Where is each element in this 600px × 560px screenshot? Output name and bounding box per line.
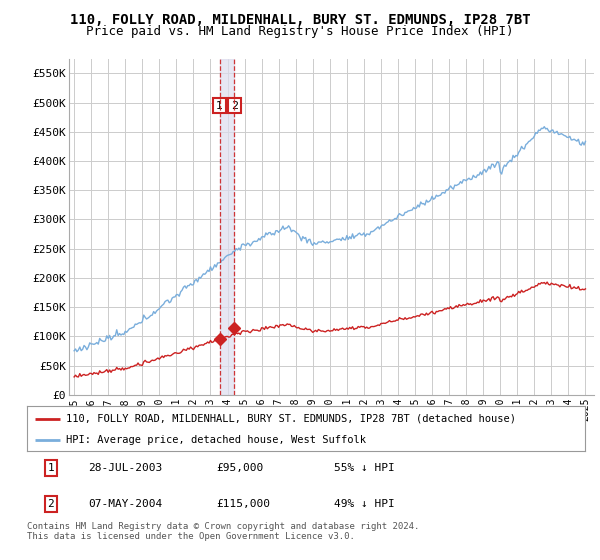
- Text: 110, FOLLY ROAD, MILDENHALL, BURY ST. EDMUNDS, IP28 7BT (detached house): 110, FOLLY ROAD, MILDENHALL, BURY ST. ED…: [66, 413, 516, 423]
- Text: Contains HM Land Registry data © Crown copyright and database right 2024.
This d: Contains HM Land Registry data © Crown c…: [27, 522, 419, 542]
- Bar: [220, 59, 234, 395]
- Text: 1: 1: [47, 463, 55, 473]
- Text: 2: 2: [47, 499, 55, 509]
- Text: 110, FOLLY ROAD, MILDENHALL, BURY ST. EDMUNDS, IP28 7BT: 110, FOLLY ROAD, MILDENHALL, BURY ST. ED…: [70, 13, 530, 27]
- Text: 1: 1: [216, 101, 223, 110]
- Text: HPI: Average price, detached house, West Suffolk: HPI: Average price, detached house, West…: [66, 435, 366, 445]
- Text: Price paid vs. HM Land Registry's House Price Index (HPI): Price paid vs. HM Land Registry's House …: [86, 25, 514, 38]
- Text: 28-JUL-2003: 28-JUL-2003: [88, 463, 163, 473]
- Text: 2: 2: [231, 101, 238, 110]
- Text: 07-MAY-2004: 07-MAY-2004: [88, 499, 163, 509]
- Text: £115,000: £115,000: [217, 499, 271, 509]
- Text: 55% ↓ HPI: 55% ↓ HPI: [334, 463, 395, 473]
- Text: 49% ↓ HPI: 49% ↓ HPI: [334, 499, 395, 509]
- Text: £95,000: £95,000: [217, 463, 264, 473]
